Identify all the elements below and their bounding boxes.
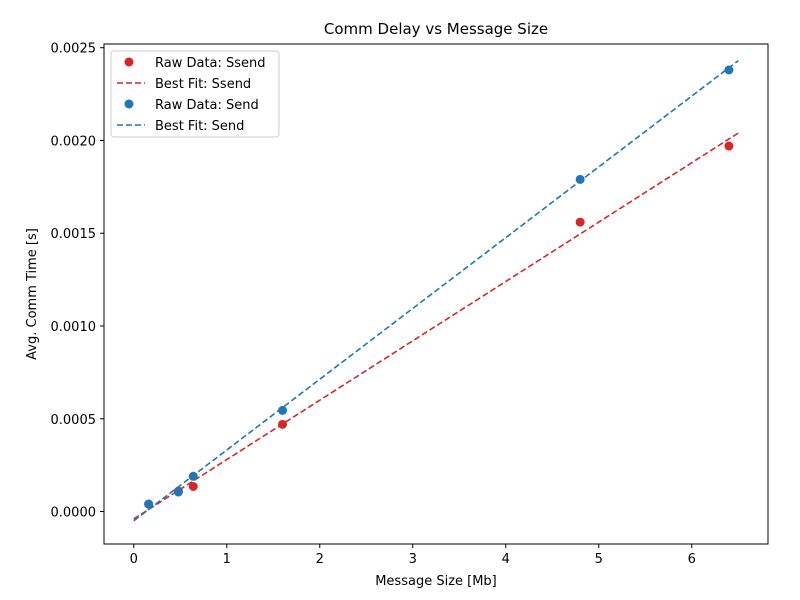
y-tick-label: 0.0015 (51, 227, 97, 242)
raw-data-ssend-point (575, 217, 585, 227)
y-tick-label: 0.0010 (51, 320, 97, 335)
raw-data-ssend-point (724, 141, 734, 151)
y-tick-label: 0.0005 (51, 413, 97, 428)
raw-data-send-point (575, 174, 585, 184)
legend-marker-raw-data-send (124, 99, 134, 109)
raw-data-send-point (278, 405, 288, 415)
x-tick-label: 0 (130, 552, 138, 567)
raw-data-send-point (724, 65, 734, 75)
y-axis: 0.0000 0.0005 0.0010 0.0015 0.0020 0.0025 (51, 42, 104, 521)
x-tick-label: 2 (316, 552, 324, 567)
plot-frame (103, 43, 769, 545)
legend-box (110, 50, 280, 138)
legend-label: Raw Data: Ssend (155, 56, 266, 71)
legend-label: Best Fit: Ssend (155, 77, 251, 92)
x-axis: 0 1 2 3 4 5 6 (130, 544, 696, 567)
x-tick-label: 5 (595, 552, 603, 567)
best-fit-send-line (133, 60, 739, 522)
x-tick-label: 6 (688, 552, 696, 567)
y-tick-label: 0.0020 (51, 134, 97, 149)
legend-marker-raw-data-ssend (124, 57, 134, 67)
legend: Raw Data: Ssend Best Fit: Ssend Raw Data: … (110, 50, 280, 138)
x-tick-label: 1 (223, 552, 231, 567)
x-tick-label: 4 (502, 552, 510, 567)
x-tick-label: 3 (409, 552, 417, 567)
chart-title: Comm Delay vs Message Size (324, 20, 548, 38)
plot-area (133, 60, 739, 522)
best-fit-ssend-line (133, 132, 739, 520)
raw-data-send-point (173, 487, 183, 497)
raw-data-ssend-point (188, 481, 198, 491)
y-tick-label: 0.0025 (51, 42, 97, 57)
legend-label: Raw Data: Send (155, 98, 259, 113)
x-axis-label: Message Size [Mb] (375, 574, 497, 589)
legend-label: Best Fit: Send (155, 119, 244, 134)
y-tick-label: 0.0000 (51, 506, 97, 521)
y-axis-label: Avg. Comm Time [s] (25, 228, 40, 360)
raw-data-send-point (144, 499, 154, 509)
